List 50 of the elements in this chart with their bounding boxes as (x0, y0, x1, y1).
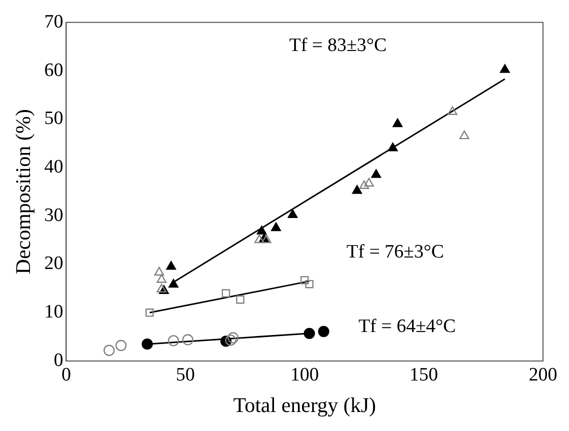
point (154, 266, 164, 276)
y-tick-label: 70 (44, 11, 64, 32)
point (300, 276, 309, 284)
y-tick-label: 50 (44, 108, 64, 130)
point (227, 332, 239, 344)
point (371, 169, 382, 178)
y-tick-label: 0 (54, 350, 64, 371)
y-tick-label: 40 (44, 156, 64, 178)
x-axis-title: Total energy (kJ) (233, 392, 376, 417)
point (271, 222, 281, 232)
point (168, 335, 180, 346)
point (104, 344, 115, 356)
point (168, 278, 178, 288)
point (352, 185, 362, 194)
point (146, 308, 154, 317)
y-axis-title: Decomposition (%) (11, 109, 36, 274)
y-tick-label: 30 (44, 204, 64, 226)
point (254, 234, 264, 244)
point (318, 326, 330, 338)
point (364, 178, 374, 187)
point (222, 289, 230, 298)
point (156, 274, 166, 283)
point (388, 142, 398, 152)
annotation: Tf = 64±4°C (358, 316, 456, 338)
point (115, 340, 127, 352)
y-tick-label: 20 (44, 253, 64, 274)
point (500, 64, 510, 73)
point (262, 234, 272, 244)
annotation: Tf = 76±3°C (346, 242, 444, 263)
point (225, 334, 236, 346)
y-tick-label: 10 (44, 302, 64, 323)
point (447, 106, 458, 115)
point (166, 261, 176, 270)
point (304, 328, 315, 340)
x-tick-label: 200 (528, 364, 558, 386)
point (156, 284, 166, 293)
x-tick-label: 50 (176, 364, 195, 386)
point (182, 334, 194, 346)
point (288, 209, 298, 218)
point (305, 280, 314, 288)
x-tick-label: 150 (410, 364, 438, 386)
point (459, 130, 470, 140)
point (142, 338, 153, 350)
x-tick-label: 100 (290, 364, 319, 386)
point (359, 180, 370, 189)
point (236, 295, 244, 304)
annotation: Tf = 83±3°C (289, 35, 387, 56)
point (256, 226, 267, 234)
point (392, 118, 403, 128)
y-tick-label: 60 (44, 60, 64, 81)
